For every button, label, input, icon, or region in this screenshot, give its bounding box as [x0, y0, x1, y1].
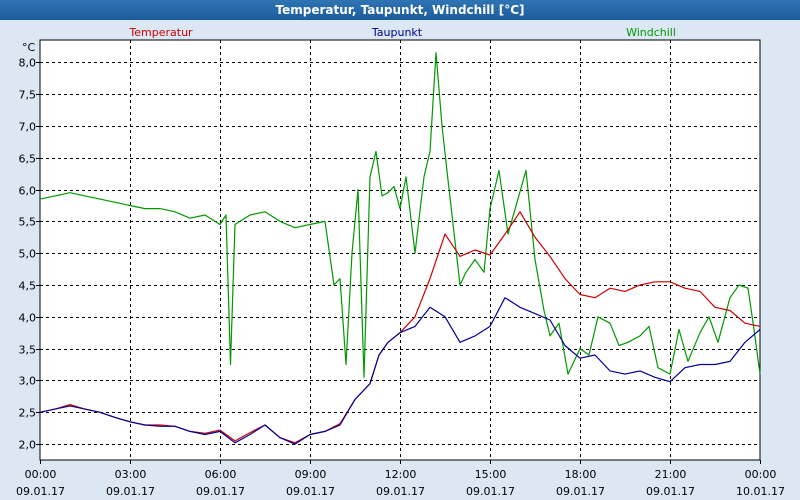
x-tick-date-label: 09.01.17 — [376, 485, 425, 498]
x-tick-time-label: 21:00 — [655, 468, 687, 481]
y-axis-ticks: 2,0 2,5 3,0 3,5 4,0 4,5 5,0 5,5 6,0 6,5 7,0 7,5 8,0 — [19, 57, 40, 452]
y-unit-label: °C — [22, 41, 36, 54]
chart-svg: 2,02,53,03,54,04,55,05,56,06,57,07,58,0 … — [16, 26, 785, 498]
legend-item-windchill: Windchill — [626, 26, 676, 39]
x-tick-time-label: 18:00 — [565, 468, 597, 481]
x-tick-date-label: 09.01.17 — [466, 485, 515, 498]
y-tick-label: 8,0 — [19, 57, 37, 70]
x-tick-date-label: 09.01.17 — [16, 485, 65, 498]
x-tick-date-label: 09.01.17 — [196, 485, 245, 498]
y-tick-label: 4,5 — [19, 280, 37, 293]
x-tick-time-label: 00:00 — [745, 468, 777, 481]
series-line-taupunkt — [39, 297, 761, 445]
legend: Temperatur Taupunkt Windchill — [128, 26, 676, 39]
y-tick-label: 2,5 — [19, 407, 37, 420]
x-tick-time-label: 09:00 — [295, 468, 327, 481]
y-tick-label: 5,5 — [19, 216, 37, 229]
x-tick-date-label: 09.01.17 — [106, 485, 155, 498]
x-tick-time-label: 00:00 — [25, 468, 57, 481]
x-tick-date-label: 09.01.17 — [556, 485, 605, 498]
x-tick-time-label: 12:00 — [385, 468, 417, 481]
y-tick-label: 6,0 — [19, 185, 37, 198]
x-tick-date-label: 09.01.17 — [646, 485, 695, 498]
y-tick-label: 2,0 — [19, 439, 37, 452]
x-axis-ticks: 00:00 09.01.17 03:00 09.01.17 06:00 09.01.17 0… — [16, 460, 785, 498]
x-tick-date-label: 10.01.17 — [736, 485, 785, 498]
chart-title: Temperatur, Taupunkt, Windchill [°C] — [0, 0, 800, 20]
x-tick-time-label: 03:00 — [115, 468, 147, 481]
y-tick-label: 7,0 — [19, 121, 37, 134]
x-tick-time-label: 06:00 — [205, 468, 237, 481]
series-lines — [39, 52, 761, 445]
y-tick-label: 3,5 — [19, 344, 37, 357]
x-tick-time-label: 15:00 — [475, 468, 507, 481]
y-tick-label: 5,0 — [19, 248, 37, 261]
y-tick-label: 6,5 — [19, 153, 37, 166]
legend-item-taupunkt: Taupunkt — [371, 26, 423, 39]
y-tick-label: 7,5 — [19, 89, 37, 102]
legend-item-temperatur: Temperatur — [128, 26, 193, 39]
series-line-windchill — [39, 52, 761, 378]
y-tick-label: 3,0 — [19, 375, 37, 388]
y-tick-label: 4,0 — [19, 312, 37, 325]
x-tick-date-label: 09.01.17 — [286, 485, 335, 498]
